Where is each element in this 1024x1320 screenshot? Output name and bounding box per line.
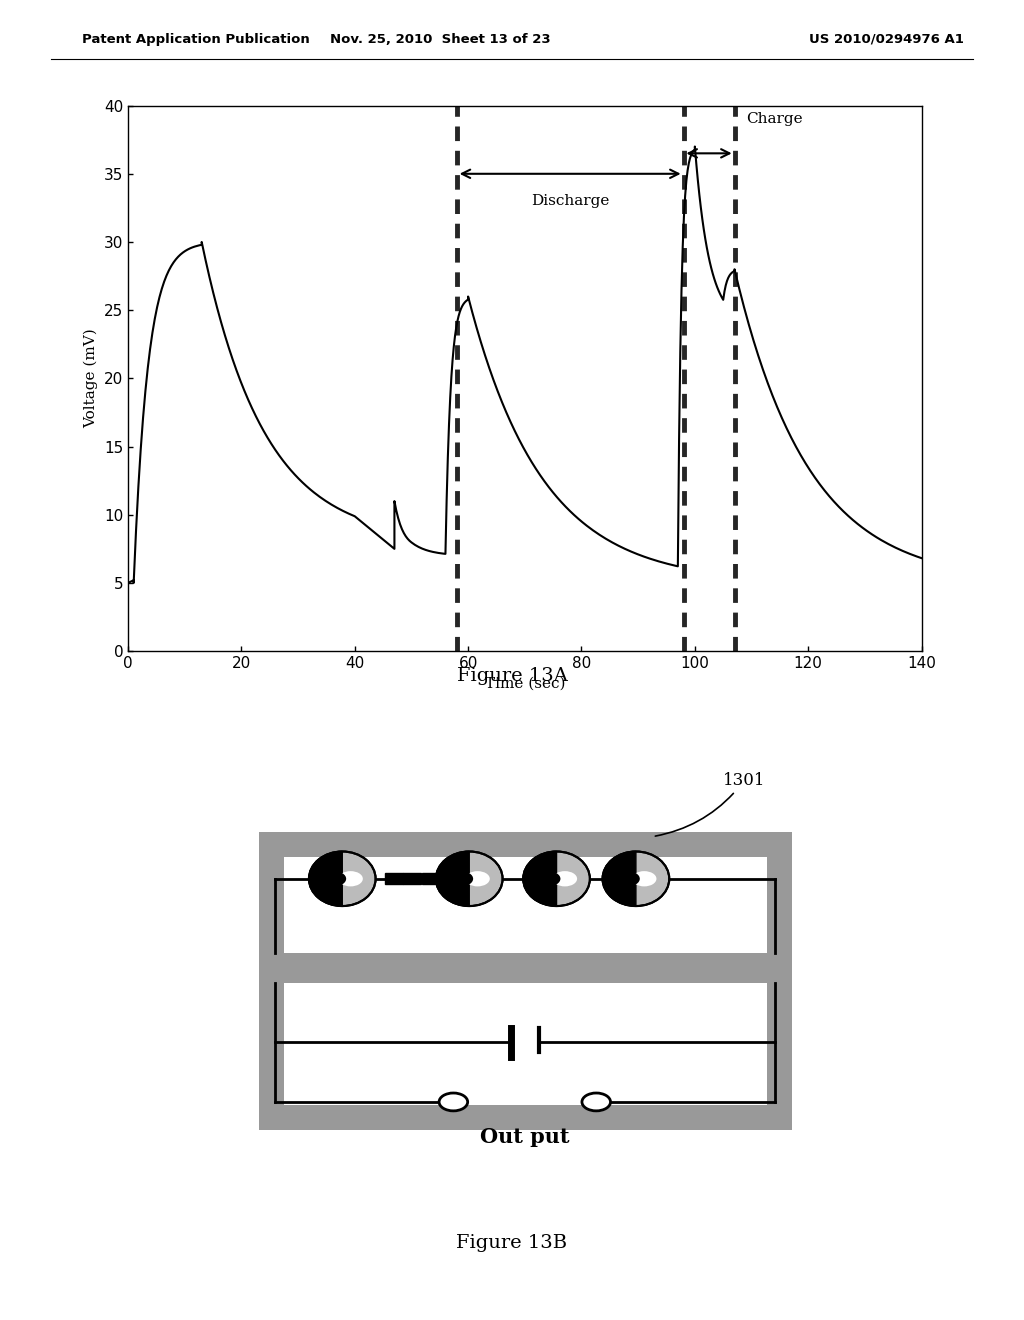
Text: Out put: Out put: [480, 1127, 569, 1147]
Polygon shape: [523, 851, 557, 906]
Ellipse shape: [436, 851, 503, 906]
Bar: [271, 953, 779, 983]
Text: Charge: Charge: [745, 112, 803, 127]
Text: Patent Application Publication: Patent Application Publication: [82, 33, 309, 46]
Circle shape: [615, 871, 640, 887]
Y-axis label: Voltage (mV): Voltage (mV): [84, 329, 98, 428]
Circle shape: [439, 1093, 468, 1111]
Bar: [385, 874, 402, 884]
Circle shape: [322, 871, 346, 887]
Bar: [271, 843, 779, 1117]
Polygon shape: [309, 851, 342, 906]
Circle shape: [465, 871, 489, 887]
Ellipse shape: [602, 851, 670, 906]
Polygon shape: [602, 851, 636, 906]
Circle shape: [449, 871, 473, 887]
Circle shape: [582, 1093, 610, 1111]
Circle shape: [632, 871, 656, 887]
Bar: [403, 874, 421, 884]
Bar: [422, 874, 439, 884]
Text: Discharge: Discharge: [531, 194, 609, 209]
X-axis label: Time (sec): Time (sec): [484, 677, 565, 690]
Text: US 2010/0294976 A1: US 2010/0294976 A1: [809, 33, 964, 46]
Circle shape: [553, 871, 578, 887]
Polygon shape: [436, 851, 469, 906]
Ellipse shape: [309, 851, 376, 906]
Text: Nov. 25, 2010  Sheet 13 of 23: Nov. 25, 2010 Sheet 13 of 23: [330, 33, 551, 46]
Text: Figure 13A: Figure 13A: [457, 667, 567, 685]
Text: Figure 13B: Figure 13B: [457, 1234, 567, 1253]
Ellipse shape: [523, 851, 590, 906]
Circle shape: [536, 871, 560, 887]
Text: 1301: 1301: [655, 771, 766, 836]
Circle shape: [338, 871, 362, 887]
